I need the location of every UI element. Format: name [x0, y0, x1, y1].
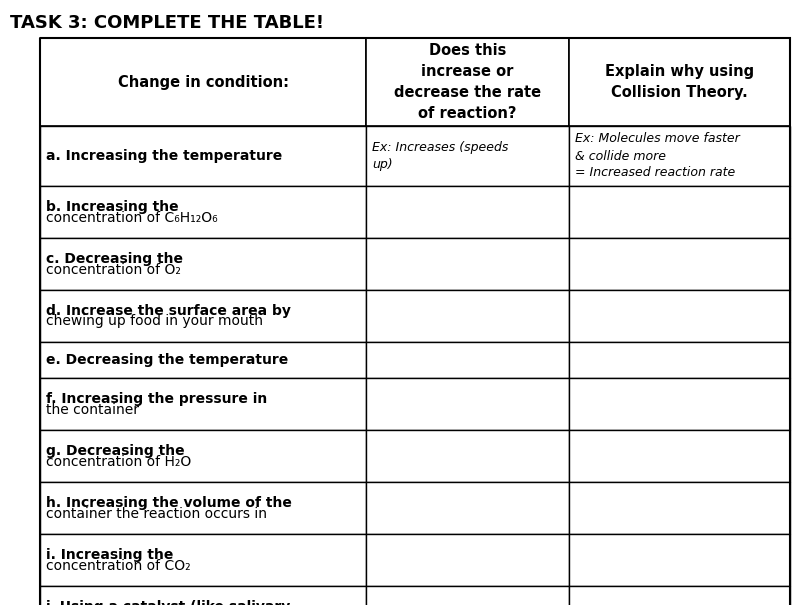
Bar [40, 186, 366, 238]
Bar [40, 126, 366, 186]
Text: Ex: Molecules move faster
& collide more
= Increased reaction rate: Ex: Molecules move faster & collide more… [574, 132, 739, 180]
Bar [568, 586, 789, 605]
Bar [366, 342, 568, 378]
Bar [40, 238, 366, 290]
Bar [366, 586, 568, 605]
Text: concentration of CO₂: concentration of CO₂ [46, 558, 191, 572]
Bar [568, 186, 789, 238]
Text: d. Increase the surface area by: d. Increase the surface area by [46, 304, 290, 318]
Text: concentration of O₂: concentration of O₂ [46, 263, 181, 276]
Text: Explain why using
Collision Theory.: Explain why using Collision Theory. [604, 64, 753, 100]
Bar [366, 482, 568, 534]
Bar [366, 238, 568, 290]
Text: j. Using a catalyst (like salivary: j. Using a catalyst (like salivary [46, 600, 291, 605]
Bar [40, 586, 366, 605]
Bar [568, 482, 789, 534]
Bar [40, 38, 366, 126]
Bar [568, 534, 789, 586]
Text: i. Increasing the: i. Increasing the [46, 548, 174, 561]
Bar [366, 378, 568, 430]
Bar [568, 290, 789, 342]
Bar [40, 378, 366, 430]
Text: TASK 3: COMPLETE THE TABLE!: TASK 3: COMPLETE THE TABLE! [10, 14, 324, 32]
Text: c. Decreasing the: c. Decreasing the [46, 252, 182, 266]
Text: b. Increasing the: b. Increasing the [46, 200, 178, 214]
Bar [568, 378, 789, 430]
Text: h. Increasing the volume of the: h. Increasing the volume of the [46, 495, 291, 509]
Text: concentration of C₆H₁₂O₆: concentration of C₆H₁₂O₆ [46, 211, 217, 224]
Bar [568, 430, 789, 482]
Bar [40, 534, 366, 586]
Bar [366, 38, 568, 126]
Bar [40, 290, 366, 342]
Bar [366, 290, 568, 342]
Text: container the reaction occurs in: container the reaction occurs in [46, 506, 267, 520]
Bar [366, 126, 568, 186]
Text: a. Increasing the temperature: a. Increasing the temperature [46, 149, 282, 163]
Bar [40, 430, 366, 482]
Bar [366, 186, 568, 238]
Text: g. Decreasing the: g. Decreasing the [46, 443, 184, 457]
Text: Ex: Increases (speeds
up): Ex: Increases (speeds up) [371, 141, 508, 171]
Text: chewing up food in your mouth: chewing up food in your mouth [46, 315, 263, 329]
Text: f. Increasing the pressure in: f. Increasing the pressure in [46, 391, 267, 405]
Bar [366, 430, 568, 482]
Bar [366, 534, 568, 586]
Text: e. Decreasing the temperature: e. Decreasing the temperature [46, 353, 288, 367]
Text: concentration of H₂O: concentration of H₂O [46, 454, 191, 468]
Bar [40, 342, 366, 378]
Bar [568, 238, 789, 290]
Bar [568, 342, 789, 378]
Bar [40, 482, 366, 534]
Bar [568, 126, 789, 186]
Text: the container: the container [46, 402, 139, 416]
Text: Change in condition:: Change in condition: [118, 74, 288, 90]
Bar [568, 38, 789, 126]
Text: Does this
increase or
decrease the rate
of reaction?: Does this increase or decrease the rate … [393, 43, 540, 121]
